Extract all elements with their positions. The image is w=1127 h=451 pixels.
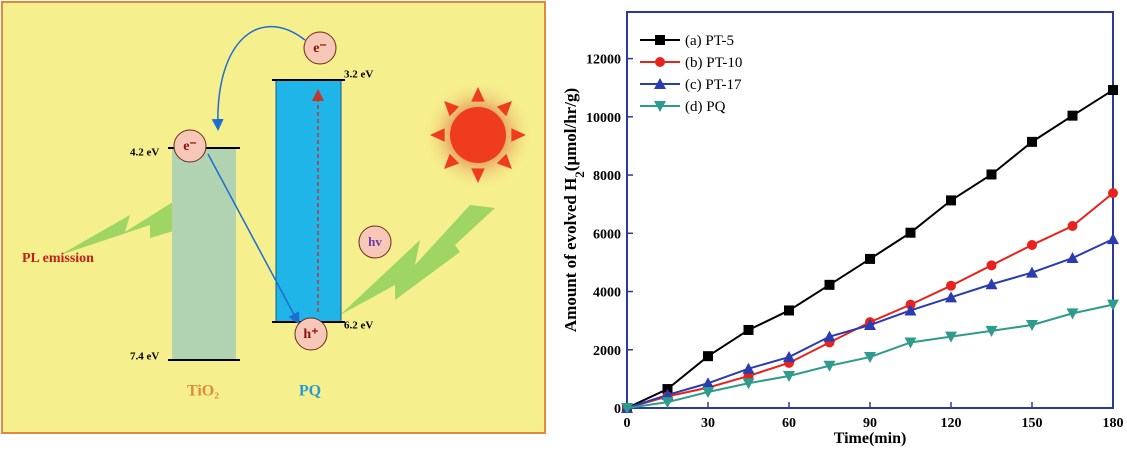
y-tick-label: 6000: [593, 227, 621, 242]
marker: [1068, 111, 1078, 121]
legend-label: (d) PQ: [685, 99, 726, 115]
pq-band: [276, 80, 341, 322]
electron-label: e⁻: [313, 41, 327, 56]
legend-label: (c) PT-17: [685, 77, 742, 93]
y-axis-label-part: Amount of evolved H: [561, 178, 580, 332]
x-tick-label: 30: [701, 416, 715, 431]
y-axis-label: Amount of evolved H2(μmol/hr/g): [561, 88, 587, 332]
marker: [1068, 221, 1078, 231]
y-tick-label: 2000: [593, 344, 621, 359]
marker: [946, 195, 956, 205]
level-label: 7.4 eV: [130, 351, 159, 363]
level-label: 6.2 eV: [344, 320, 373, 332]
marker: [784, 305, 794, 315]
tio2-band: [172, 148, 236, 360]
electron-label: e⁻: [183, 139, 197, 154]
marker: [1108, 188, 1118, 198]
hole-label: h⁺: [303, 327, 318, 342]
marker: [1027, 137, 1037, 147]
y-tick-label: 12000: [586, 53, 621, 68]
x-tick-label: 120: [941, 416, 962, 431]
legend-marker: [655, 35, 665, 45]
material-label: PQ: [299, 383, 321, 400]
marker: [703, 351, 713, 361]
figure: e⁻ e⁻ h⁺ hv 4.2 eV 7.4 eV 3.2 eV 6.2 eV …: [0, 0, 1127, 451]
emission-label: PL emission: [22, 251, 94, 266]
chart: 0 2000 4000 6000 8000 10000 12000 0 30 60 90 120 150…: [561, 12, 1124, 447]
legend-label: (a) PT-5: [685, 33, 734, 49]
legend-label: (b) PT-10: [685, 55, 742, 71]
plot-frame: [627, 12, 1113, 408]
x-tick-label: 0: [624, 416, 631, 431]
diagram: e⁻ e⁻ h⁺ hv 4.2 eV 7.4 eV 3.2 eV 6.2 eV …: [2, 2, 545, 433]
x-tick-label: 90: [863, 416, 877, 431]
legend-marker: [655, 57, 665, 67]
level-label: 3.2 eV: [344, 69, 373, 81]
level-label: 4.2 eV: [130, 147, 159, 159]
y-axis-label-part: (μmol/hr/g): [561, 88, 580, 171]
marker: [906, 228, 916, 238]
x-axis-label: Time(min): [834, 430, 907, 447]
y-tick-label: 8000: [593, 169, 621, 184]
marker: [1108, 85, 1118, 95]
marker: [987, 260, 997, 270]
marker: [1027, 240, 1037, 250]
marker: [865, 254, 875, 264]
x-tick-label: 180: [1103, 416, 1124, 431]
y-tick-label: 10000: [586, 111, 621, 126]
marker: [825, 280, 835, 290]
sun: [450, 107, 506, 163]
x-tick-label: 60: [782, 416, 796, 431]
y-tick-label: 4000: [593, 286, 621, 301]
marker: [987, 169, 997, 179]
material-label: TiO₂: [187, 383, 219, 400]
marker: [946, 281, 956, 291]
y-tick-label: 0: [614, 402, 621, 417]
x-tick-label: 150: [1022, 416, 1043, 431]
marker: [744, 325, 754, 335]
photon-label: hv: [368, 234, 382, 249]
